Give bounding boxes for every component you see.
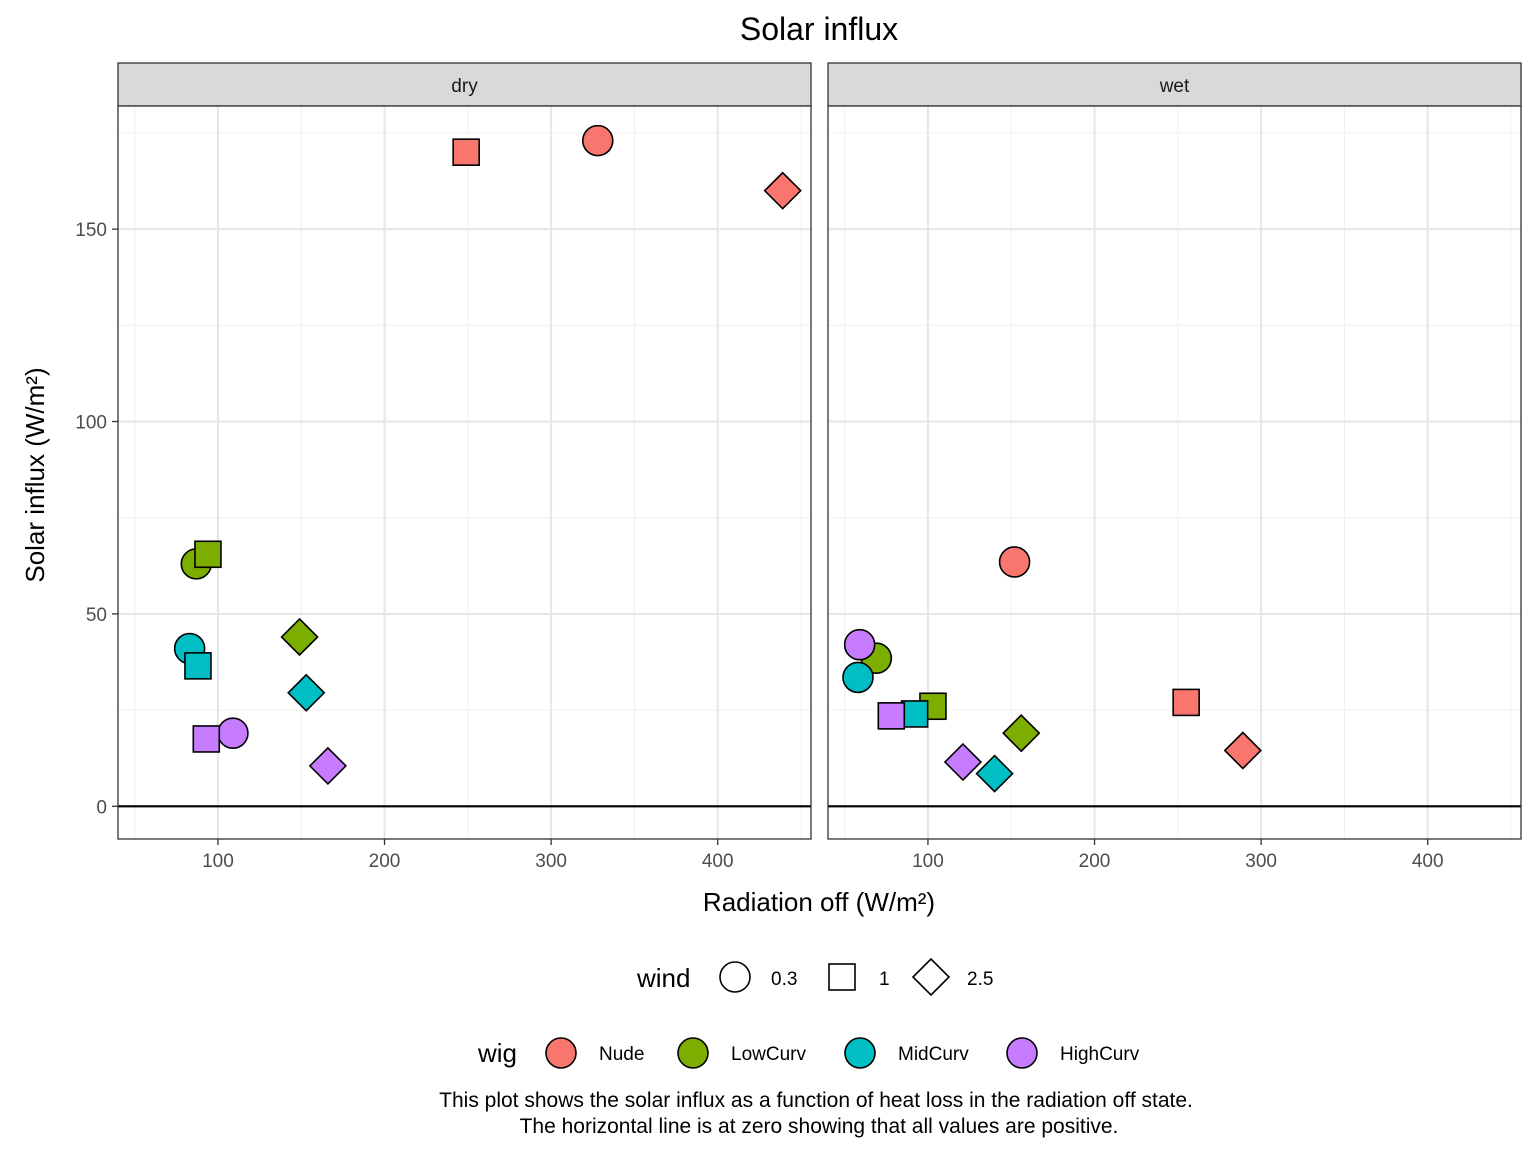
point-dry-midcurv-wind-1	[184, 652, 212, 680]
x-tick-label: 300	[535, 851, 567, 872]
point-wet-lowcurv-wind-2.5	[1002, 714, 1041, 753]
point-wet-highcurv-wind-0.3	[843, 628, 876, 661]
point-wet-highcurv-wind-2.5	[943, 742, 983, 782]
legend-label-wind-2.5: 2.5	[967, 969, 993, 990]
legend-key-wind-2.5	[911, 957, 951, 997]
point-dry-lowcurv-wind-1	[194, 540, 222, 569]
legend-label-wig-lowcurv: LowCurv	[731, 1044, 806, 1065]
point-dry-nude-wind-2.5	[763, 171, 802, 210]
facet-label-dry: dry	[451, 76, 478, 97]
x-tick-label: 400	[1412, 851, 1444, 872]
point-dry-nude-wind-0.3	[581, 124, 614, 157]
legend-wig: wig Nude LowCurv MidCurv HighCurv	[477, 1037, 1140, 1069]
legend-label-wind-0.3: 0.3	[771, 969, 797, 990]
panel-border	[827, 105, 1522, 840]
point-wet-nude-wind-1	[1172, 688, 1200, 717]
facet-strip-wet	[827, 62, 1522, 107]
point-dry-highcurv-wind-0.3	[217, 717, 249, 749]
x-tick-label: 300	[1245, 851, 1277, 872]
legend-wig-title: wig	[477, 1038, 517, 1068]
legend-key-wig-nude	[545, 1037, 577, 1069]
y-axis-title: Solar influx (W/m²)	[20, 367, 50, 582]
point-wet-midcurv-wind-2.5	[975, 754, 1014, 793]
y-tick-label: 150	[75, 220, 107, 241]
panel-background	[828, 106, 1521, 839]
facet-panel-dry: dry 100 200 300 400 0 50 100 150	[75, 62, 812, 872]
point-dry-highcurv-wind-2.5	[308, 746, 348, 786]
x-tick-label: 200	[1079, 851, 1111, 872]
y-tick-label: 100	[75, 413, 107, 434]
point-dry-highcurv-wind-1	[192, 725, 221, 753]
legend-label-wig-highcurv: HighCurv	[1060, 1044, 1140, 1065]
facet-panel-wet: wet 100 200 300 400	[827, 62, 1522, 872]
point-wet-highcurv-wind-1	[877, 702, 906, 730]
y-tick-label: 0	[96, 797, 107, 818]
y-tick-label: 50	[86, 605, 107, 626]
point-wet-nude-wind-0.3	[998, 546, 1031, 578]
legend-key-wig-highcurv	[1006, 1037, 1038, 1069]
legend-key-wig-midcurv	[844, 1037, 876, 1069]
legend-label-wig-nude: Nude	[599, 1044, 644, 1065]
panel-border	[117, 105, 812, 840]
legend-key-wig-lowcurv	[677, 1037, 709, 1069]
point-wet-nude-wind-2.5	[1223, 731, 1262, 770]
facet-strip-dry	[117, 62, 812, 107]
x-tick-label: 200	[369, 851, 401, 872]
point-wet-midcurv-wind-1	[900, 700, 929, 728]
point-dry-nude-wind-1	[452, 138, 480, 166]
facet-panels: dry 100 200 300 400 0 50 100 150 wet 100 200 300 400	[75, 62, 1522, 872]
point-wet-midcurv-wind-0.3	[842, 661, 874, 694]
caption-line-2: The horizontal line is at zero showing t…	[520, 1115, 1119, 1138]
facet-label-wet: wet	[1159, 76, 1190, 97]
x-axis-title: Radiation off (W/m²)	[703, 887, 935, 917]
x-tick-label: 400	[702, 851, 734, 872]
chart-title: Solar influx	[740, 11, 898, 47]
caption-line-1: This plot shows the solar influx as a fu…	[439, 1089, 1193, 1112]
legend-wind-title: wind	[636, 963, 690, 993]
legend-key-wind-0.3	[719, 961, 751, 993]
legend-label-wind-1: 1	[879, 969, 890, 990]
point-dry-midcurv-wind-2.5	[287, 673, 326, 712]
x-tick-label: 100	[202, 851, 234, 872]
legend-key-wind-1	[828, 963, 856, 991]
x-tick-label: 100	[912, 851, 944, 872]
legend-wind: wind 0.3 1 2.5	[636, 957, 993, 997]
point-dry-lowcurv-wind-2.5	[280, 617, 319, 657]
legend-label-wig-midcurv: MidCurv	[898, 1044, 969, 1065]
